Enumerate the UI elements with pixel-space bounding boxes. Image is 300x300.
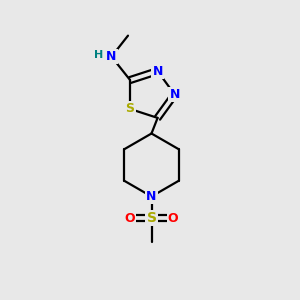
Text: H: H [94,50,104,60]
Text: S: S [146,211,157,225]
Text: N: N [146,190,157,203]
Text: O: O [168,212,178,225]
Text: N: N [106,50,117,63]
Text: N: N [152,64,163,78]
Text: O: O [124,212,135,225]
Text: S: S [126,103,135,116]
Text: N: N [169,88,180,101]
